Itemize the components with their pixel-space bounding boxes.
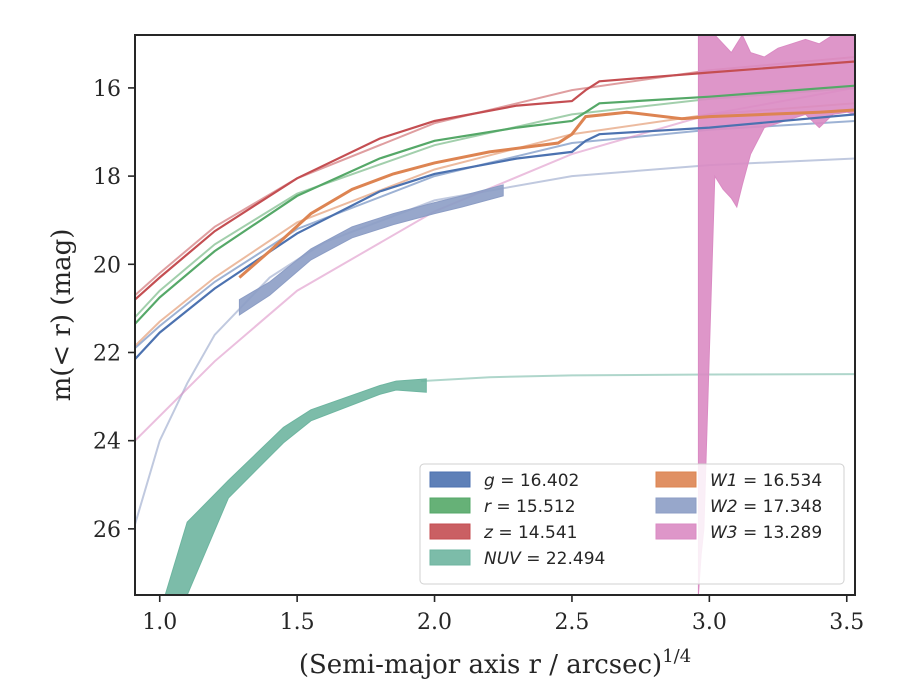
x-axis-label: (Semi-major axis r / arcsec)1/4 [299,646,691,680]
legend-label-W1: W1 = 16.534 [710,471,822,491]
y-axis-label: m(< r) (mag) [47,229,77,402]
series-r_model [135,86,855,318]
plot-frame [134,34,856,596]
legend-label-z: z = 14.541 [483,523,577,543]
series-W2_obs [238,184,504,316]
axis-ticks: 1.0 1.5 2.0 2.5 3.0 3.5 16 18 20 22 24 26 [93,77,864,635]
legend-swatch-W1 [655,471,697,488]
y-tick-label: 16 [93,77,121,102]
x-tick-label: 3.5 [829,610,864,635]
legend-label-W3: W3 = 13.289 [710,523,822,543]
legend-swatch-g [429,471,471,488]
y-tick-label: 24 [93,430,121,455]
x-tick-label: 1.0 [142,610,177,635]
y-tick-label: 22 [93,341,121,366]
series-NUV_obs [164,378,427,595]
legend-label-g: g = 16.402 [484,471,579,491]
legend-swatch-W2 [655,497,697,514]
series-z_obs [135,60,855,301]
series-r_obs [135,84,855,325]
legend-label-NUV: NUV = 22.494 [484,549,605,569]
x-tick-label: 2.5 [554,610,589,635]
series-NUV_model [420,373,855,383]
y-tick-label: 20 [93,253,121,278]
x-tick-label: 1.5 [280,610,315,635]
legend-swatch-r [429,497,471,514]
series-g_obs [135,113,855,360]
y-tick-label: 26 [93,518,121,543]
legend-label-r: r = 15.512 [484,497,576,517]
series-W1_obs [238,108,855,279]
legend-swatch-W3 [655,523,697,540]
x-tick-label: 3.0 [692,610,727,635]
legend-label-W2: W2 = 17.348 [710,497,822,517]
legend: g = 16.402 W1 = 16.534 r = 15.512 W2 = 17.3… [419,463,845,585]
plot-area [135,35,855,595]
legend-swatch-NUV [429,549,471,566]
x-tick-label: 2.0 [417,610,452,635]
series-W3_obs [697,35,855,595]
y-tick-label: 18 [93,165,121,190]
series-g_model [135,120,855,349]
legend-box [419,463,845,585]
legend-swatch-z [429,523,471,540]
series-W1_obs [238,108,855,279]
